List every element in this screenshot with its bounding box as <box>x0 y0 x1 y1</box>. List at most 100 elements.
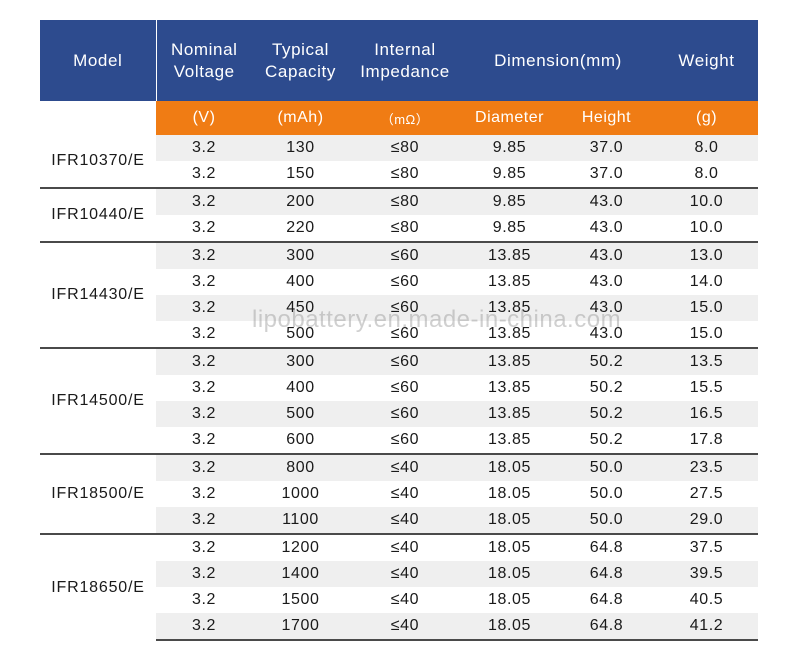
unit-impedance: （mΩ） <box>349 101 461 135</box>
capacity-cell: 500 <box>252 401 349 427</box>
height-cell: 64.8 <box>558 533 656 561</box>
height-cell: 43.0 <box>558 321 656 348</box>
voltage-cell: 3.2 <box>156 587 252 613</box>
header-capacity-line1: Typical <box>271 39 330 59</box>
voltage-cell: 3.2 <box>156 613 252 641</box>
diameter-cell: 13.85 <box>461 269 558 295</box>
table-row: IFR10370/E 3.2 130 ≤80 9.85 37.0 8.0 <box>40 135 759 188</box>
impedance-cell: ≤40 <box>349 533 461 561</box>
capacity-cell: 1700 <box>252 613 349 641</box>
diameter-cell: 18.05 <box>461 587 558 613</box>
header-voltage-line1: Nominal <box>170 39 238 59</box>
impedance-cell: ≤60 <box>349 269 461 295</box>
diameter-cell: 9.85 <box>461 161 558 188</box>
height-cell: 50.2 <box>558 427 656 454</box>
table-row: IFR10440/E 3.2 200 ≤80 9.85 43.0 10.0 <box>40 187 759 242</box>
weight-cell: 27.5 <box>655 481 759 507</box>
units-row: (V) (mAh) （mΩ） Diameter Height (g) <box>40 101 759 135</box>
diameter-cell: 18.05 <box>461 533 558 561</box>
model-cell: IFR14500/E <box>40 347 156 454</box>
capacity-cell: 1000 <box>252 481 349 507</box>
weight-cell: 40.5 <box>655 587 759 613</box>
table-row: 3.2 600 ≤60 13.85 50.2 17.8 <box>40 427 759 454</box>
capacity-cell: 1100 <box>252 507 349 534</box>
header-internal-impedance: Internal Impedance <box>349 20 461 101</box>
voltage-cell: 3.2 <box>156 321 252 348</box>
height-cell: 50.2 <box>558 347 656 375</box>
table-row: 3.2 220 ≤80 9.85 43.0 10.0 <box>40 215 759 242</box>
spec-table-body: IFR10370/E 3.2 130 ≤80 9.85 37.0 8.0 3.2 150 ≤80 9… <box>40 135 759 641</box>
height-cell: 50.2 <box>558 401 656 427</box>
diameter-cell: 13.85 <box>461 241 558 269</box>
unit-capacity: (mAh) <box>252 101 349 135</box>
voltage-cell: 3.2 <box>156 427 252 454</box>
voltage-cell: 3.2 <box>156 375 252 401</box>
impedance-cell: ≤80 <box>349 215 461 242</box>
weight-cell: 39.5 <box>655 561 759 587</box>
header-impedance-line2: Impedance <box>360 61 450 81</box>
capacity-cell: 200 <box>252 187 349 215</box>
height-cell: 43.0 <box>558 187 656 215</box>
impedance-cell: ≤80 <box>349 135 461 161</box>
height-cell: 43.0 <box>558 295 656 321</box>
units-model-blank <box>40 101 156 135</box>
weight-cell: 10.0 <box>655 215 759 242</box>
capacity-cell: 400 <box>252 375 349 401</box>
model-cell: IFR18500/E <box>40 453 156 534</box>
header-voltage-line2: Voltage <box>173 61 235 81</box>
height-cell: 50.2 <box>558 375 656 401</box>
capacity-cell: 450 <box>252 295 349 321</box>
impedance-cell: ≤60 <box>349 427 461 454</box>
header-impedance-line1: Internal <box>374 39 436 59</box>
diameter-cell: 18.05 <box>461 481 558 507</box>
weight-cell: 15.0 <box>655 321 759 348</box>
capacity-cell: 150 <box>252 161 349 188</box>
impedance-cell: ≤60 <box>349 401 461 427</box>
table-row: IFR14430/E 3.2 300 ≤60 13.85 43.0 13.0 <box>40 241 759 348</box>
height-cell: 43.0 <box>558 241 656 269</box>
header-capacity-line2: Capacity <box>265 61 336 81</box>
weight-cell: 16.5 <box>655 401 759 427</box>
weight-cell: 15.0 <box>655 295 759 321</box>
table-row: 3.2 150 ≤80 9.85 37.0 8.0 <box>40 161 759 188</box>
table-row: 3.2 1400 ≤40 18.05 64.8 39.5 <box>40 561 759 587</box>
capacity-cell: 500 <box>252 321 349 348</box>
model-cell: IFR10440/E <box>40 187 156 242</box>
table-row: 3.2 1000 ≤40 18.05 50.0 27.5 <box>40 481 759 507</box>
height-cell: 37.0 <box>558 135 656 161</box>
weight-cell: 13.0 <box>655 241 759 269</box>
capacity-cell: 300 <box>252 347 349 375</box>
voltage-cell: 3.2 <box>156 561 252 587</box>
header-weight: Weight <box>655 20 759 101</box>
impedance-cell: ≤40 <box>349 561 461 587</box>
impedance-cell: ≤60 <box>349 321 461 348</box>
impedance-cell: ≤80 <box>349 161 461 188</box>
height-cell: 50.0 <box>558 453 656 481</box>
diameter-cell: 13.85 <box>461 427 558 454</box>
table-row: IFR14500/E 3.2 300 ≤60 13.85 50.2 13.5 <box>40 347 759 454</box>
diameter-cell: 18.05 <box>461 613 558 641</box>
weight-cell: 37.5 <box>655 533 759 561</box>
diameter-cell: 13.85 <box>461 347 558 375</box>
diameter-cell: 18.05 <box>461 507 558 534</box>
voltage-cell: 3.2 <box>156 241 252 269</box>
voltage-cell: 3.2 <box>156 507 252 534</box>
voltage-cell: 3.2 <box>156 347 252 375</box>
weight-cell: 8.0 <box>655 135 759 161</box>
height-cell: 43.0 <box>558 215 656 242</box>
table-row: 3.2 1100 ≤40 18.05 50.0 29.0 <box>40 507 759 534</box>
impedance-cell: ≤40 <box>349 587 461 613</box>
voltage-cell: 3.2 <box>156 161 252 188</box>
impedance-cell: ≤40 <box>349 613 461 641</box>
impedance-cell: ≤60 <box>349 347 461 375</box>
diameter-cell: 13.85 <box>461 375 558 401</box>
height-cell: 64.8 <box>558 587 656 613</box>
weight-cell: 13.5 <box>655 347 759 375</box>
weight-cell: 10.0 <box>655 187 759 215</box>
height-cell: 50.0 <box>558 507 656 534</box>
header-nominal-voltage: Nominal Voltage <box>155 20 252 101</box>
table-row: 3.2 1500 ≤40 18.05 64.8 40.5 <box>40 587 759 613</box>
impedance-cell: ≤40 <box>349 453 461 481</box>
weight-cell: 29.0 <box>655 507 759 534</box>
height-cell: 50.0 <box>558 481 656 507</box>
